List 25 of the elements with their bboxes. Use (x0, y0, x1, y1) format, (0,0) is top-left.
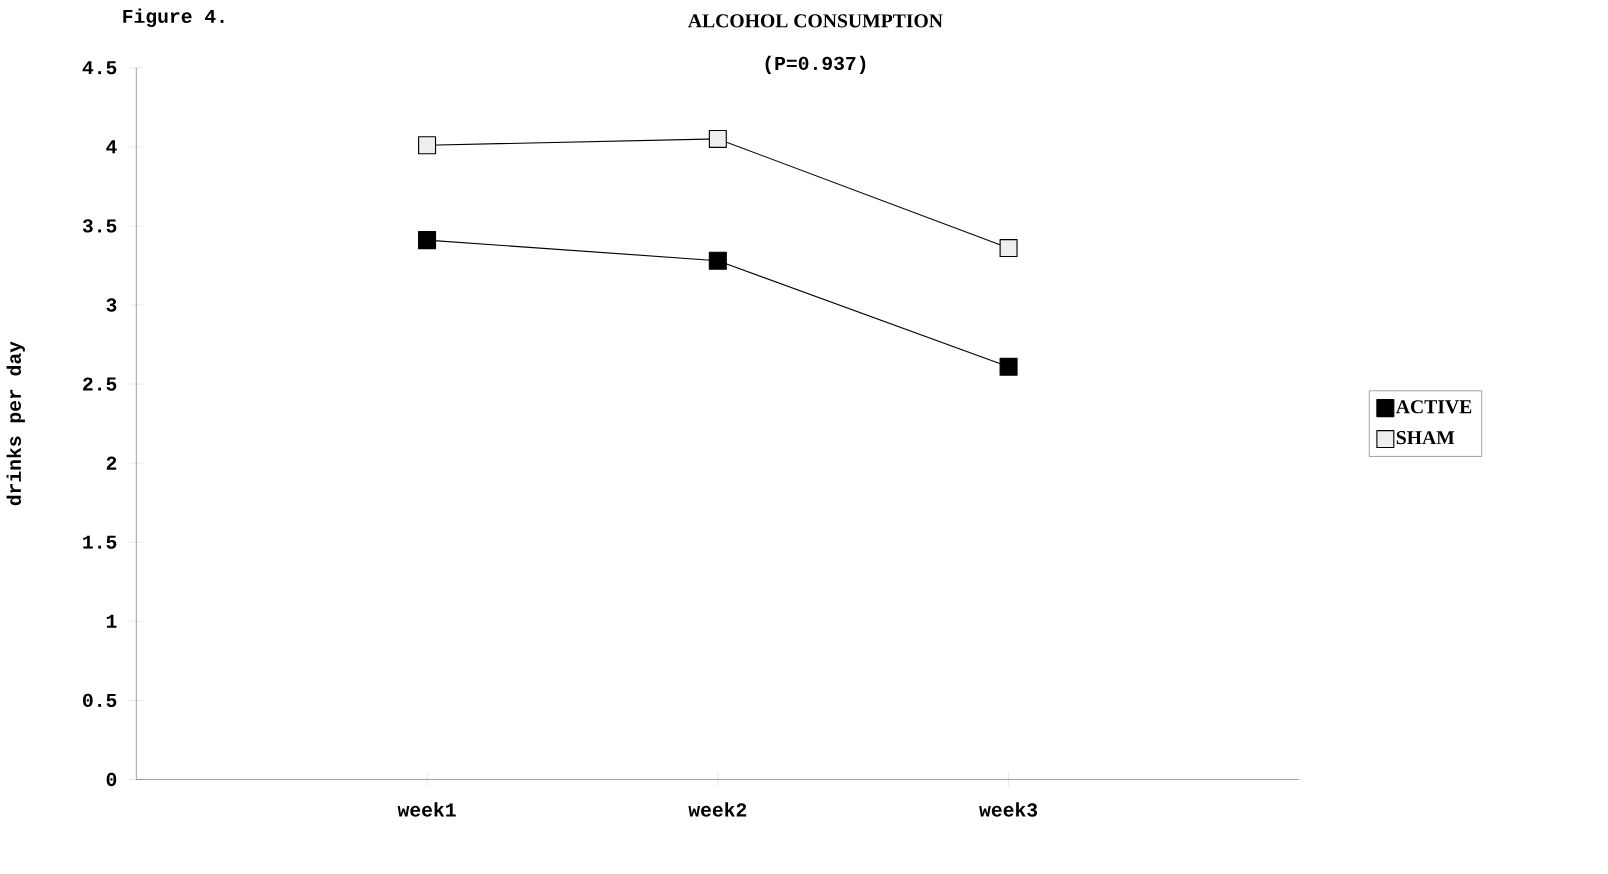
point (999, 357, 1018, 376)
y-tick-label: 2.5 (83, 377, 117, 391)
y-tick-label: 0 (106, 772, 117, 786)
caption: Figure 4. (123, 8, 224, 27)
x-tick-label: week2 (688, 802, 747, 817)
point (999, 238, 1018, 257)
y-tick-label: 1.5 (83, 535, 117, 549)
y-tick-label: 4 (106, 140, 117, 154)
y-tick-label: 1 (106, 614, 117, 628)
y-tick-label: 4.5 (82, 60, 117, 75)
y-axis-title: drinks per day (6, 341, 25, 506)
x-tick-label: week1 (397, 802, 456, 817)
legend-label: ACTIVE (1395, 399, 1472, 414)
y-tick-label: 2 (106, 456, 117, 470)
x-tick-label: week3 (979, 802, 1038, 817)
point (708, 251, 727, 270)
point (708, 129, 727, 148)
point (418, 230, 437, 249)
y-tick-label: 3.5 (82, 219, 117, 233)
y-tick-label: 0.5 (83, 693, 117, 707)
chart-title: ALCOHOL CONSUMPTION (688, 14, 943, 28)
chart-subtitle: (P=0.937) (765, 55, 866, 74)
y-tick-label: 3 (106, 298, 117, 312)
legend-label: SHAM (1396, 430, 1455, 445)
point (418, 136, 437, 155)
